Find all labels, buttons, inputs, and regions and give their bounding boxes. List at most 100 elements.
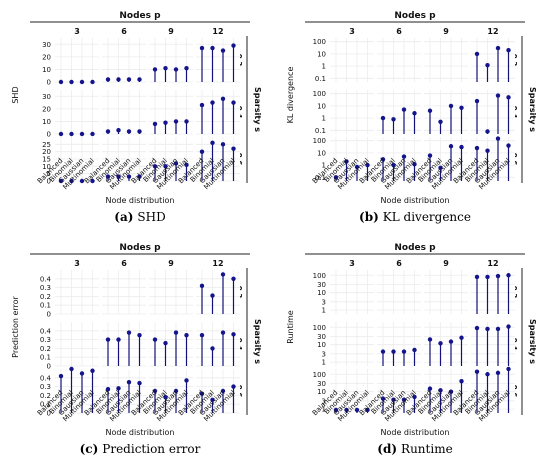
- lollipop-point-multinomial: [231, 332, 236, 337]
- lollipop-point-balanced: [105, 337, 111, 342]
- y-tick-label: 0.1: [40, 401, 51, 409]
- facet-bg: [149, 38, 193, 82]
- node-header-9: 9: [443, 27, 449, 36]
- x-axis-label: Node distribution: [105, 428, 174, 437]
- lollipop-point-binomial: [485, 148, 490, 153]
- y-tick-label: 1: [322, 406, 326, 414]
- lollipop-point-gaussian: [354, 164, 360, 170]
- lollipop-point-gaussian: [126, 330, 132, 335]
- lollipop-point-binomial: [210, 293, 215, 298]
- lollipop-point-balanced: [152, 388, 158, 394]
- panel-caption-text: Prediction error: [102, 442, 200, 456]
- y-tick-label: 0: [47, 178, 51, 186]
- lollipop-point-multinomial: [184, 119, 189, 124]
- lollipop-point-gaussian: [220, 48, 226, 53]
- lollipop-point-multinomial: [506, 48, 511, 53]
- lollipop-point-balanced: [152, 121, 158, 127]
- lollipop-point-multinomial: [459, 105, 464, 110]
- lollipop-point-multinomial: [506, 95, 511, 100]
- sparsity-strip-title: Sparsity s: [253, 87, 262, 132]
- facet-bg: [330, 369, 374, 413]
- lollipop-point-multinomial: [90, 79, 95, 85]
- node-header-12: 12: [487, 27, 498, 36]
- lollipop-point-gaussian: [495, 273, 501, 279]
- lollipop-point-balanced: [474, 98, 480, 104]
- nodes-strip-title: Nodes p: [394, 11, 436, 21]
- lollipop-point-balanced: [152, 164, 158, 169]
- lollipop-point-multinomial: [184, 333, 189, 338]
- lollipop-point-multinomial: [231, 384, 236, 389]
- lollipop-point-multinomial: [137, 129, 142, 134]
- y-tick-label: 0: [47, 311, 51, 319]
- node-header-12: 12: [212, 259, 223, 268]
- nodes-strip-title: Nodes p: [119, 243, 161, 253]
- lollipop-point-gaussian: [495, 45, 501, 51]
- facet-bg: [377, 322, 421, 366]
- y-tick-label: 30: [317, 281, 326, 289]
- y-tick-label: 1: [322, 115, 326, 123]
- y-tick-label: 3: [322, 350, 326, 358]
- facet-bg: [149, 270, 193, 314]
- sparsity-strip-title: Sparsity s: [253, 319, 262, 364]
- lollipop-point-balanced: [58, 178, 64, 184]
- lollipop-point-balanced: [105, 174, 111, 179]
- y-tick-label: 20: [42, 105, 51, 113]
- lollipop-point-gaussian: [79, 371, 85, 376]
- lollipop-point-binomial: [438, 388, 443, 393]
- y-tick-label: 100: [313, 324, 326, 332]
- panel-3: Nodes p 3 6 9 12 Sparsity s Prediction error 0.…: [11, 240, 262, 456]
- lollipop-point-gaussian: [401, 397, 407, 402]
- facet-bg: [424, 322, 468, 366]
- y-tick-label: 30: [42, 41, 51, 49]
- lollipop-point-balanced: [58, 79, 64, 85]
- lollipop-point-balanced: [427, 153, 433, 158]
- lollipop-point-binomial: [69, 131, 74, 137]
- facet-bg: [149, 90, 193, 134]
- lollipop-point-multinomial: [231, 146, 236, 151]
- lollipop-point-multinomial: [137, 174, 142, 179]
- lollipop-point-multinomial: [137, 380, 142, 386]
- lollipop-point-gaussian: [220, 96, 226, 102]
- lollipop-point-binomial: [344, 159, 349, 164]
- y-tick-label: 10: [317, 388, 326, 396]
- lollipop-point-gaussian: [79, 79, 85, 85]
- lollipop-point-binomial: [210, 346, 215, 351]
- lollipop-point-multinomial: [506, 143, 511, 148]
- y-tick-label: 10: [317, 102, 326, 110]
- lollipop-point-binomial: [391, 397, 396, 402]
- facet-bg: [149, 322, 193, 366]
- lollipop-point-multinomial: [459, 144, 464, 150]
- facet-bg: [196, 369, 240, 413]
- nodes-strip-title: Nodes p: [394, 243, 436, 253]
- node-header-3: 3: [74, 27, 80, 36]
- lollipop-point-multinomial: [137, 333, 142, 338]
- lollipop-point-balanced: [333, 175, 339, 180]
- panel-caption-text: Runtime: [401, 442, 453, 456]
- y-tick-label: 100: [313, 38, 326, 46]
- lollipop-point-binomial: [210, 140, 215, 146]
- lollipop-point-gaussian: [448, 339, 454, 344]
- lollipop-point-balanced: [474, 145, 480, 151]
- lollipop-point-balanced: [474, 274, 480, 280]
- y-tick-label: 20: [42, 53, 51, 61]
- lollipop-point-binomial: [69, 178, 74, 184]
- lollipop-point-gaussian: [173, 330, 179, 335]
- lollipop-point-binomial: [485, 274, 490, 280]
- lollipop-point-multinomial: [184, 65, 189, 71]
- lollipop-point-gaussian: [126, 129, 132, 134]
- y-tick-label: 30: [317, 333, 326, 341]
- y-tick-label: 30: [42, 93, 51, 101]
- facet-bg: [424, 38, 468, 82]
- facet-bg: [471, 38, 515, 82]
- y-tick-label: 0.1: [40, 354, 51, 362]
- y-tick-label: 20: [42, 148, 51, 156]
- lollipop-point-balanced: [199, 333, 205, 338]
- lollipop-point-binomial: [438, 165, 443, 171]
- panel-letter: (c): [80, 442, 99, 456]
- facet-bg: [55, 322, 99, 366]
- panel-caption-text: KL divergence: [383, 210, 471, 224]
- y-tick-label: 100: [313, 137, 326, 145]
- y-tick-label: 0: [47, 131, 51, 139]
- lollipop-point-balanced: [199, 102, 205, 108]
